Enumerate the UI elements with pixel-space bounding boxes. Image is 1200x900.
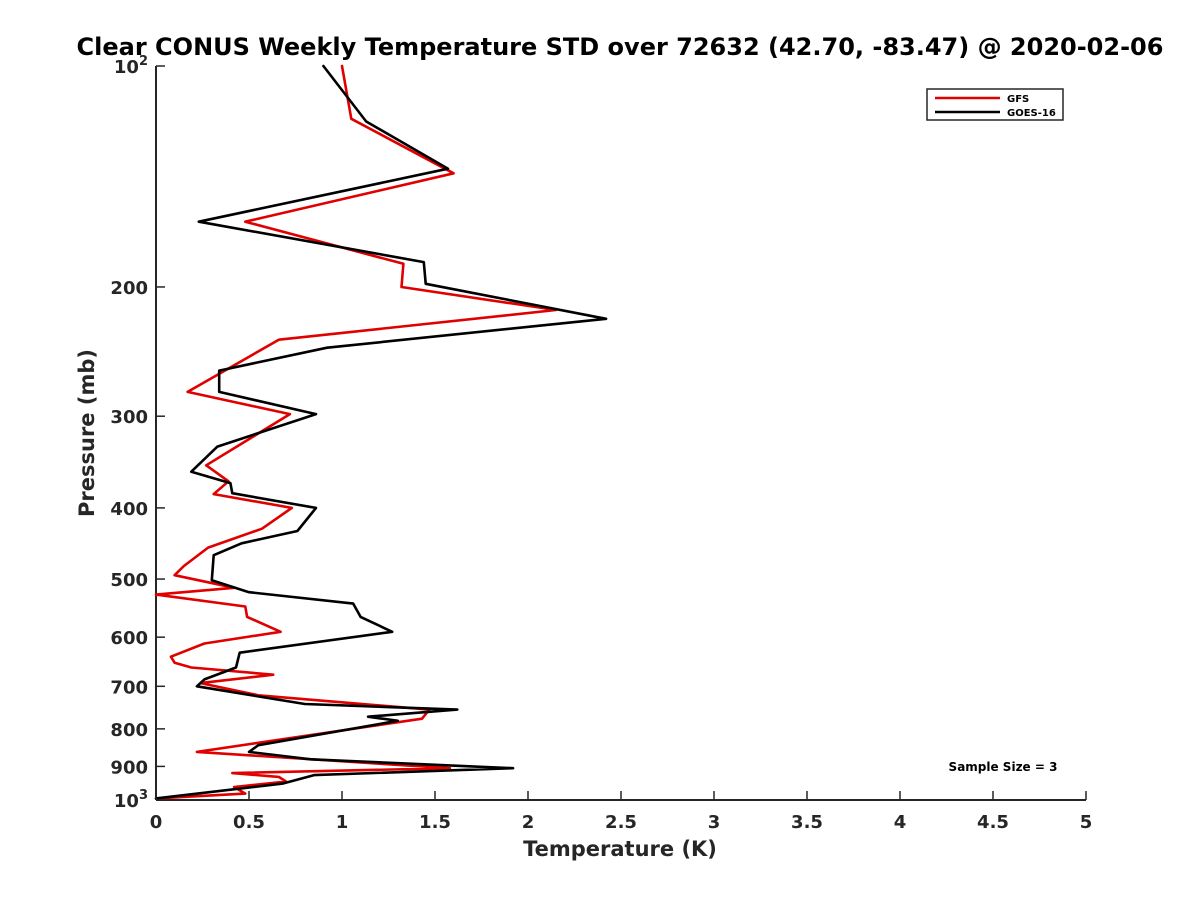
x-tick-label: 2.5: [605, 812, 637, 833]
y-tick-label: 103: [114, 788, 148, 812]
y-tick-label: 500: [110, 570, 148, 591]
y-tick-label: 600: [110, 628, 148, 649]
chart-title: Clear CONUS Weekly Temperature STD over …: [77, 33, 1164, 61]
x-tick-label: 2: [522, 812, 535, 833]
y-tick-label: 700: [110, 677, 148, 698]
x-axis-label: Temperature (K): [523, 837, 717, 861]
plot-area: 0 0.5 1 1.5 2 2.5 3 3.5 4 4.5 5 102 200 300 400 500 600…: [110, 54, 1092, 833]
y-tick-label: 300: [110, 407, 148, 428]
y-ticks: 102 200 300 400 500 600 700 800 900 103: [110, 54, 165, 812]
y-axis-label: Pressure (mb): [75, 349, 99, 517]
sample-size-annotation: Sample Size = 3: [949, 760, 1058, 774]
legend-label-gfs: GFS: [1007, 94, 1029, 105]
y-tick-label: 900: [110, 757, 148, 778]
y-tick-label: 800: [110, 720, 148, 741]
x-tick-label: 4: [894, 812, 907, 833]
y-tick-label: 200: [110, 278, 148, 299]
series-layer: [154, 64, 608, 800]
y-tick-label: 102: [114, 54, 148, 78]
series-line-goes-16: [154, 64, 608, 800]
x-tick-label: 3: [708, 812, 721, 833]
legend-label-goes-16: GOES-16: [1007, 108, 1056, 119]
x-tick-label: 1: [336, 812, 349, 833]
x-tick-label: 0: [150, 812, 163, 833]
x-tick-label: 5: [1080, 812, 1093, 833]
legend: GFS GOES-16: [926, 88, 1064, 121]
x-tick-label: 4.5: [977, 812, 1009, 833]
x-tick-label: 0.5: [233, 812, 265, 833]
legend-items: GFS GOES-16: [935, 94, 1056, 119]
x-ticks: 0 0.5 1 1.5 2 2.5 3 3.5 4 4.5 5: [150, 791, 1093, 833]
legend-box: [926, 88, 1064, 121]
x-tick-label: 3.5: [791, 812, 823, 833]
y-tick-label: 400: [110, 499, 148, 520]
x-tick-label: 1.5: [419, 812, 451, 833]
